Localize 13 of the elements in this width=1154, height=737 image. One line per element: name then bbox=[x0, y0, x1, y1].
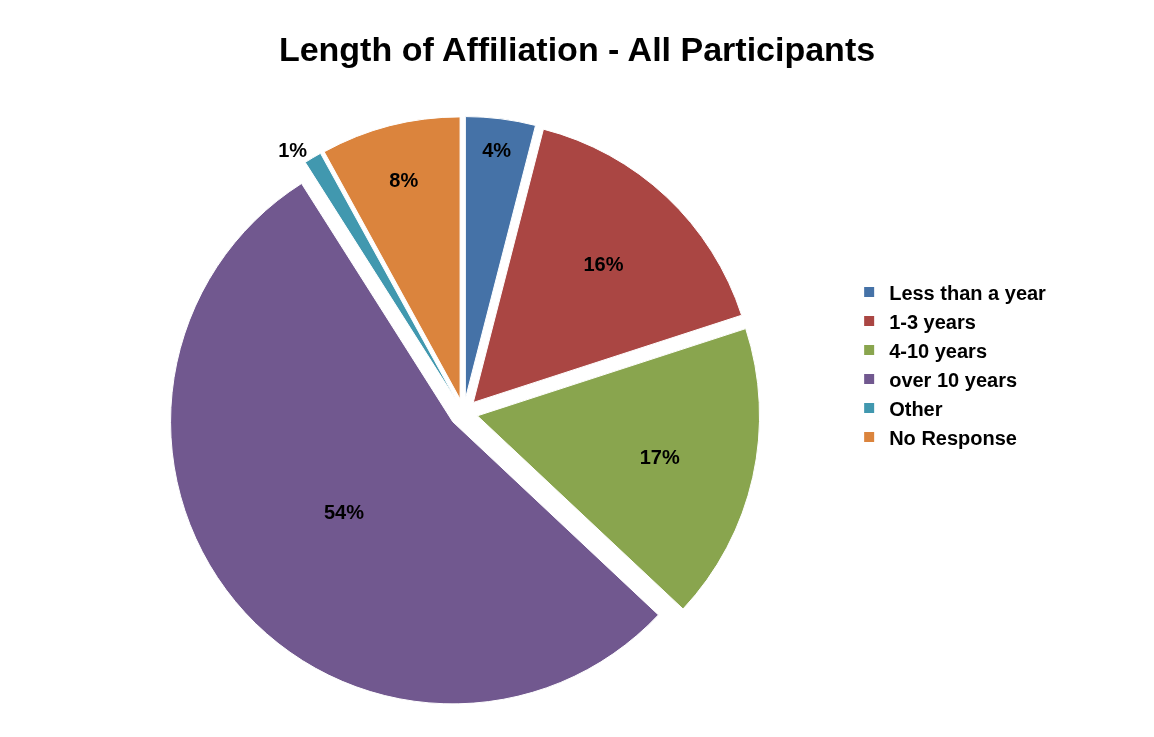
chart-title: Length of Affiliation - All Participants bbox=[278, 29, 876, 68]
legend-label: Less than a year bbox=[889, 281, 1047, 304]
data-label: 17% bbox=[639, 445, 680, 468]
data-label: 1% bbox=[278, 138, 308, 161]
legend-label: 4-10 years bbox=[889, 339, 988, 362]
legend-label: over 10 years bbox=[889, 368, 1018, 391]
legend-label: No Response bbox=[889, 426, 1017, 449]
legend-label: 1-3 years bbox=[889, 310, 976, 333]
legend-label: Other bbox=[889, 397, 943, 420]
data-label: 4% bbox=[482, 138, 512, 161]
data-label: 16% bbox=[583, 252, 624, 275]
data-label: 8% bbox=[389, 169, 419, 192]
data-label: 54% bbox=[323, 500, 365, 523]
